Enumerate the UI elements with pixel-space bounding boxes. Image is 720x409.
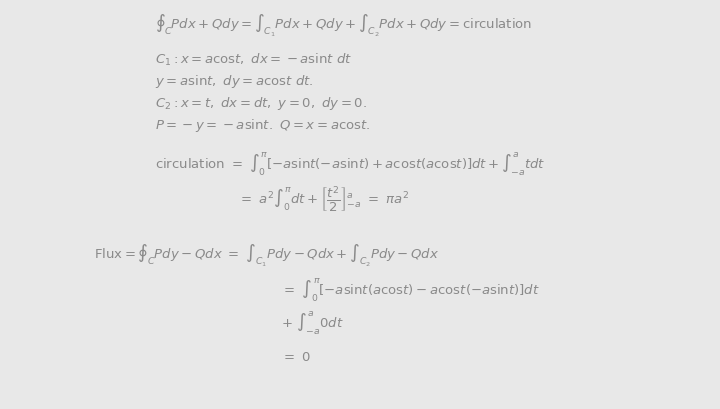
Text: $C_2 : x = t,\ dx = dt,\ y = 0,\ dy = 0.$: $C_2 : x = t,\ dx = dt,\ y = 0,\ dy = 0.… [155, 95, 367, 112]
Text: $P = -y = -a\mathrm{sin}t.\ Q = x = a\mathrm{cos}t.$: $P = -y = -a\mathrm{sin}t.\ Q = x = a\ma… [155, 117, 370, 134]
Text: $\mathrm{circulation}\ =\ \int_{0}^{\pi}[-a\mathrm{sin}t(-a\mathrm{sin}t)+a\math: $\mathrm{circulation}\ =\ \int_{0}^{\pi}… [155, 150, 545, 177]
Text: $=\ a^2\int_{0}^{\pi} dt + \left[\dfrac{t^2}{2}\right]_{-a}^{a}\ =\ \pi a^2$: $=\ a^2\int_{0}^{\pi} dt + \left[\dfrac{… [238, 184, 409, 213]
Text: $+\ \int_{-a}^{a} 0dt$: $+\ \int_{-a}^{a} 0dt$ [281, 310, 343, 337]
Text: $y = a\mathrm{sin}t,\ dy = a\mathrm{cos}t\ dt.$: $y = a\mathrm{sin}t,\ dy = a\mathrm{cos}… [155, 73, 313, 90]
Text: $\oint_{C} Pdx+Qdy = \int_{C_1} Pdx+Qdy+ \int_{C_2} Pdx+Qdy = \mathrm{circulatio: $\oint_{C} Pdx+Qdy = \int_{C_1} Pdx+Qdy+… [155, 12, 532, 38]
Text: $\mathrm{Flux} = \oint_{C} Pdy - Qdx\ =\ \int_{C_1} Pdy - Qdx + \int_{C_2} Pdy -: $\mathrm{Flux} = \oint_{C} Pdy - Qdx\ =\… [94, 243, 439, 269]
Text: $=\ \int_{0}^{\pi}[-a\mathrm{sin}t(a\mathrm{cos}t) - a\mathrm{cos}t(-a\mathrm{si: $=\ \int_{0}^{\pi}[-a\mathrm{sin}t(a\mat… [281, 276, 540, 303]
Text: $C_1 : x = a\mathrm{cos}t,\ dx = -a\mathrm{sin}t\ dt$: $C_1 : x = a\mathrm{cos}t,\ dx = -a\math… [155, 52, 352, 68]
Text: $=\ 0$: $=\ 0$ [281, 350, 311, 363]
